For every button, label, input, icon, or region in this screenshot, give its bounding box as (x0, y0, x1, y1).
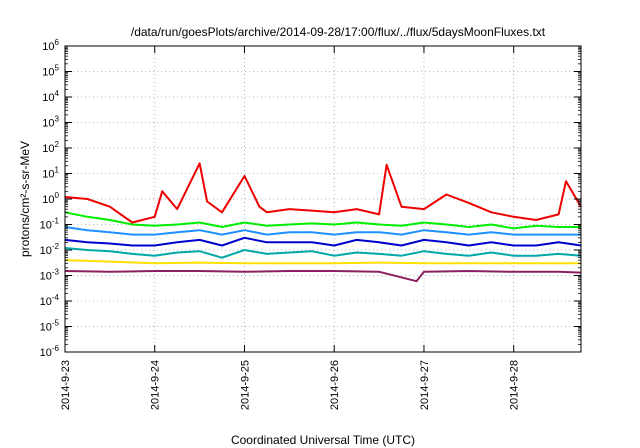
y-tick-label: 102 (42, 140, 59, 155)
x-axis-label: Coordinated Universal Time (UTC) (231, 433, 415, 447)
series-line (64, 247, 582, 259)
y-tick-label: 10-1 (40, 217, 60, 232)
plot-frame (64, 45, 582, 353)
y-tick-label: 100 (42, 191, 59, 206)
y-tick-label: 10-4 (40, 293, 60, 308)
y-axis-label: protons/cm²-s-sr-MeV (18, 141, 32, 257)
y-tick-label: 10-3 (40, 268, 60, 283)
x-tick-label: 2014-9-25 (239, 360, 251, 410)
y-tick-label: 10-5 (40, 319, 60, 334)
y-tick-label: 105 (42, 64, 59, 79)
y-tick-label: 104 (42, 89, 59, 104)
chart-title: /data/run/goesPlots/archive/2014-09-28/1… (131, 25, 546, 39)
series-line (64, 270, 582, 283)
x-tick-label: 2014-9-28 (509, 360, 521, 410)
series-line (64, 226, 581, 236)
series-line (64, 259, 581, 265)
series-line (64, 162, 582, 224)
y-tick-label: 10-2 (40, 242, 60, 257)
x-tick-label: 2014-9-26 (329, 360, 341, 410)
x-tick-label: 2014-9-23 (60, 360, 72, 410)
series-line (64, 236, 582, 247)
y-tick-label: 103 (42, 115, 59, 130)
x-tick-label: 2014-9-24 (150, 360, 162, 410)
grid-lines (65, 46, 581, 352)
axis-ticks: 10-6 10-5 10-4 10-3 10-2 10-1 100 101 102 103 104 1… (40, 38, 581, 410)
series-line (64, 211, 581, 230)
y-tick-label: 106 (42, 38, 59, 53)
x-tick-label: 2014-9-27 (419, 360, 431, 410)
y-tick-label: 101 (42, 166, 59, 181)
series-layer (64, 162, 582, 283)
y-tick-label: 10-6 (40, 344, 60, 359)
